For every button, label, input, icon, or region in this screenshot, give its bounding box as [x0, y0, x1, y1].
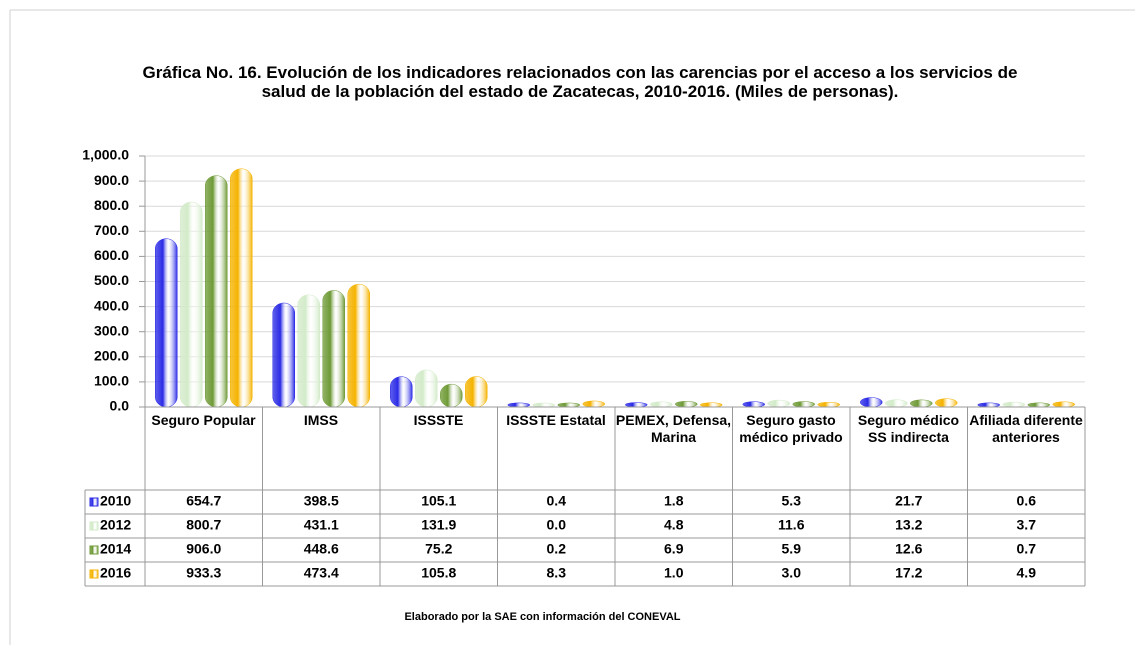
bar — [347, 283, 370, 408]
bar — [977, 402, 1000, 408]
data-label: 800.7 — [186, 517, 221, 533]
bar — [935, 398, 958, 408]
bar — [507, 402, 530, 408]
bar — [322, 290, 345, 408]
data-label: 431.1 — [304, 517, 339, 533]
data-label: 17.2 — [895, 565, 922, 581]
bar — [582, 400, 605, 408]
bar — [910, 399, 933, 408]
bar — [742, 401, 765, 408]
data-label: 6.9 — [664, 541, 684, 557]
bar — [415, 369, 438, 408]
y-tick-label: 200.0 — [94, 348, 129, 364]
bar — [230, 168, 253, 408]
data-label: 105.8 — [421, 565, 456, 581]
legend-swatch — [89, 545, 99, 555]
bar — [272, 302, 295, 408]
bar — [817, 401, 840, 408]
y-tick-label: 100.0 — [94, 373, 129, 389]
bar — [390, 376, 413, 408]
bar — [532, 402, 555, 408]
data-label: 0.6 — [1017, 493, 1037, 509]
data-label: 0.0 — [547, 517, 567, 533]
x-tick-label: Seguro Popular — [151, 412, 256, 428]
bar — [180, 201, 203, 408]
y-tick-label: 0.0 — [110, 398, 130, 414]
bar — [297, 294, 320, 408]
x-tick-label: ISSSTE — [413, 412, 464, 428]
data-label: 13.2 — [895, 517, 922, 533]
data-label: 933.3 — [186, 565, 221, 581]
bar — [792, 401, 815, 408]
data-label: 5.9 — [782, 541, 802, 557]
data-label: 398.5 — [304, 493, 339, 509]
bar — [885, 399, 908, 408]
x-tick-label: Seguro gasto médico privado — [739, 412, 843, 445]
legend-label: 2016 — [100, 565, 131, 581]
data-label: 21.7 — [895, 493, 922, 509]
bar — [155, 238, 178, 408]
x-tick-label: IMSS — [303, 412, 339, 428]
y-tick-label: 600.0 — [94, 247, 129, 263]
data-label: 1.8 — [664, 493, 684, 509]
y-tick-label: 1,000.0 — [82, 147, 129, 163]
data-label: 11.6 — [778, 517, 805, 533]
y-tick-label: 500.0 — [94, 272, 129, 288]
bar — [1052, 401, 1075, 408]
chart-title: Gráfica No. 16. Evolución de los indicad… — [142, 63, 1018, 101]
y-tick-label: 800.0 — [94, 197, 129, 213]
legend-swatch — [89, 569, 99, 579]
x-tick-label: ISSSTE Estatal — [506, 412, 606, 428]
legend-label: 2014 — [100, 541, 131, 557]
data-label: 5.3 — [782, 493, 802, 509]
y-tick-label: 300.0 — [94, 322, 129, 338]
bar — [1002, 401, 1025, 408]
data-label: 105.1 — [421, 493, 456, 509]
bar — [860, 397, 883, 408]
y-tick-label: 900.0 — [94, 172, 129, 188]
data-label: 3.7 — [1017, 517, 1037, 533]
bar — [465, 376, 488, 408]
bar — [440, 383, 463, 408]
bar — [700, 402, 723, 408]
source-note: Elaborado por la SAE con información del… — [404, 611, 681, 623]
data-label: 0.4 — [547, 493, 567, 509]
data-label: 473.4 — [304, 565, 339, 581]
y-tick-label: 700.0 — [94, 222, 129, 238]
data-label: 12.6 — [895, 541, 922, 557]
data-label: 8.3 — [547, 565, 567, 581]
x-tick-label: PEMEX, Defensa, Marina — [615, 412, 732, 445]
legend-label: 2012 — [100, 517, 131, 533]
bar — [1027, 402, 1050, 408]
bar — [557, 402, 580, 408]
data-label: 131.9 — [421, 517, 456, 533]
data-label: 4.9 — [1017, 565, 1037, 581]
legend-swatch — [89, 521, 99, 531]
data-label: 75.2 — [425, 541, 452, 557]
data-label: 4.8 — [664, 517, 684, 533]
data-label: 448.6 — [304, 541, 339, 557]
legend-swatch — [89, 497, 99, 507]
y-tick-label: 400.0 — [94, 297, 129, 313]
data-label: 906.0 — [186, 541, 221, 557]
bar — [205, 175, 228, 408]
x-tick-label: Afiliada diferente anteriores — [969, 412, 1083, 445]
x-tick-label: Seguro médico SS indirecta — [857, 412, 960, 445]
bar — [625, 402, 648, 408]
data-label: 654.7 — [186, 493, 221, 509]
data-label: 1.0 — [664, 565, 684, 581]
legend-label: 2010 — [100, 493, 131, 509]
bar — [650, 401, 673, 408]
data-label: 0.2 — [547, 541, 567, 557]
data-label: 0.7 — [1017, 541, 1037, 557]
data-label: 3.0 — [782, 565, 802, 581]
bar — [767, 399, 790, 408]
bar — [675, 401, 698, 408]
